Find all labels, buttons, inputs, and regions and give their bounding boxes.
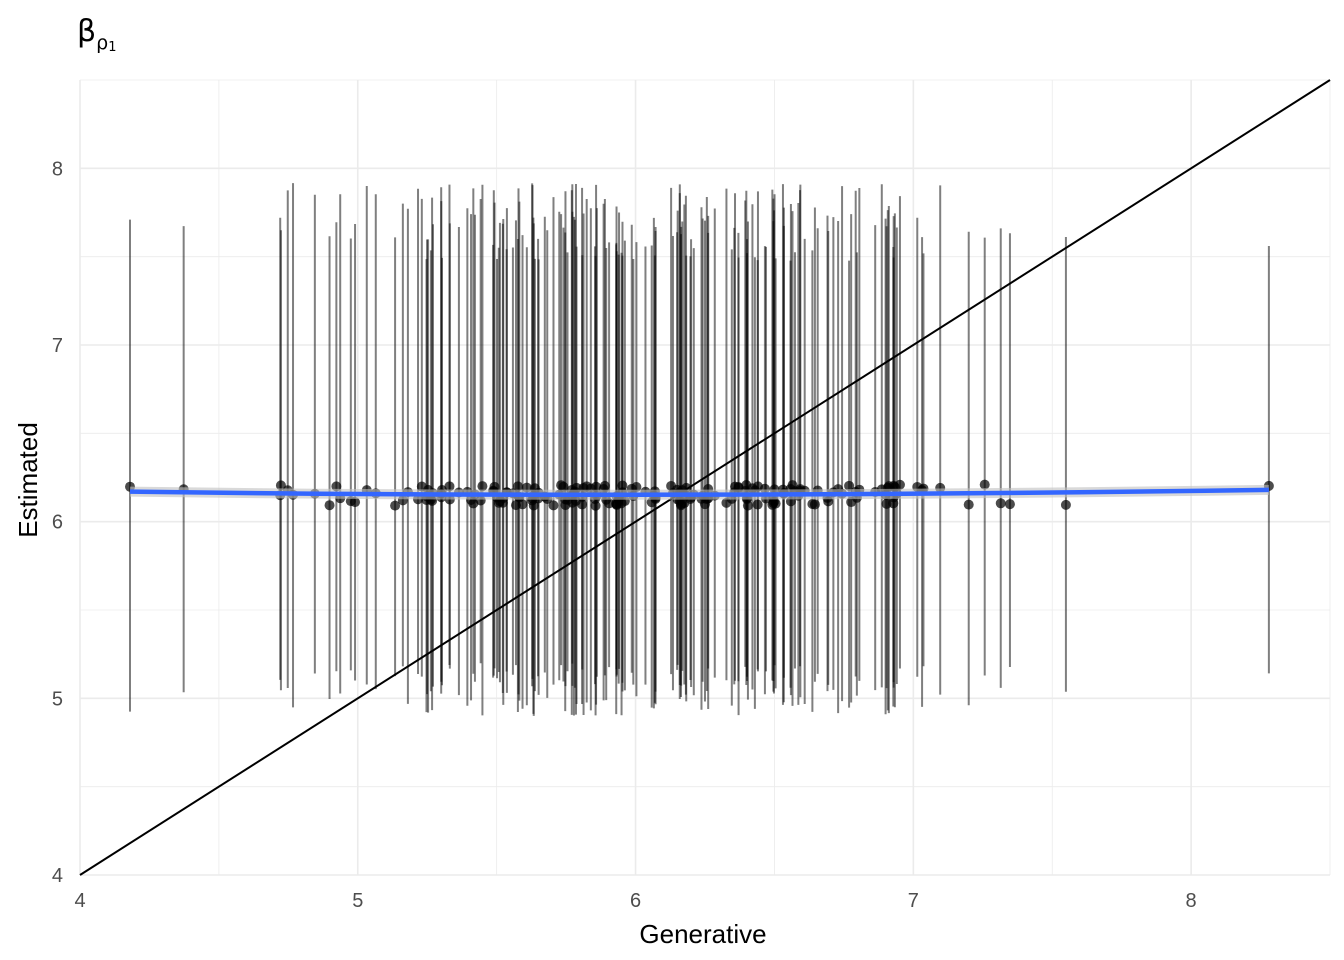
y-tick-label: 5 — [52, 688, 63, 710]
data-point — [699, 499, 710, 510]
data-point — [787, 480, 798, 491]
data-point — [548, 500, 559, 511]
data-point — [963, 499, 974, 510]
data-point — [846, 497, 857, 508]
data-point — [844, 480, 855, 491]
data-point — [809, 499, 820, 510]
data-point — [444, 481, 455, 492]
data-point — [416, 481, 427, 492]
data-point — [1004, 499, 1015, 510]
x-tick-label: 5 — [352, 890, 363, 912]
smooth-line — [129, 487, 1269, 498]
chart-title: βρ1 — [77, 14, 117, 55]
data-point — [556, 480, 567, 491]
data-point — [477, 481, 488, 492]
data-point — [752, 499, 763, 510]
data-point — [324, 500, 335, 511]
lines — [79, 79, 1331, 876]
x-tick-label: 8 — [1186, 890, 1197, 912]
data-point — [995, 498, 1006, 509]
data-point — [888, 480, 899, 491]
data-point — [390, 500, 401, 511]
x-tick-label: 7 — [908, 890, 919, 912]
y-tick-label: 4 — [52, 865, 63, 887]
data-point — [581, 481, 592, 492]
data-point — [350, 497, 361, 508]
x-axis-title: Generative — [639, 919, 766, 949]
data-point — [567, 497, 578, 508]
data-point — [497, 497, 508, 508]
data-point — [666, 480, 677, 491]
x-tick-label: 6 — [630, 890, 641, 912]
data-point — [611, 498, 622, 509]
error-bars — [129, 183, 1270, 716]
tick-labels: 4 5 6 7 8 4 5 6 7 8 — [52, 158, 1197, 912]
data-point — [631, 482, 642, 493]
y-tick-label: 7 — [52, 335, 63, 357]
data-point — [742, 500, 753, 511]
y-tick-label: 8 — [52, 158, 63, 180]
y-tick-label: 6 — [52, 512, 63, 534]
identity-line — [79, 79, 1331, 876]
data-point — [617, 480, 628, 491]
data-point — [590, 500, 601, 511]
x-tick-label: 4 — [74, 890, 85, 912]
y-axis-title: Estimated — [13, 422, 43, 538]
data-point — [512, 481, 523, 492]
data-point — [1060, 499, 1071, 510]
data-point — [979, 479, 990, 490]
